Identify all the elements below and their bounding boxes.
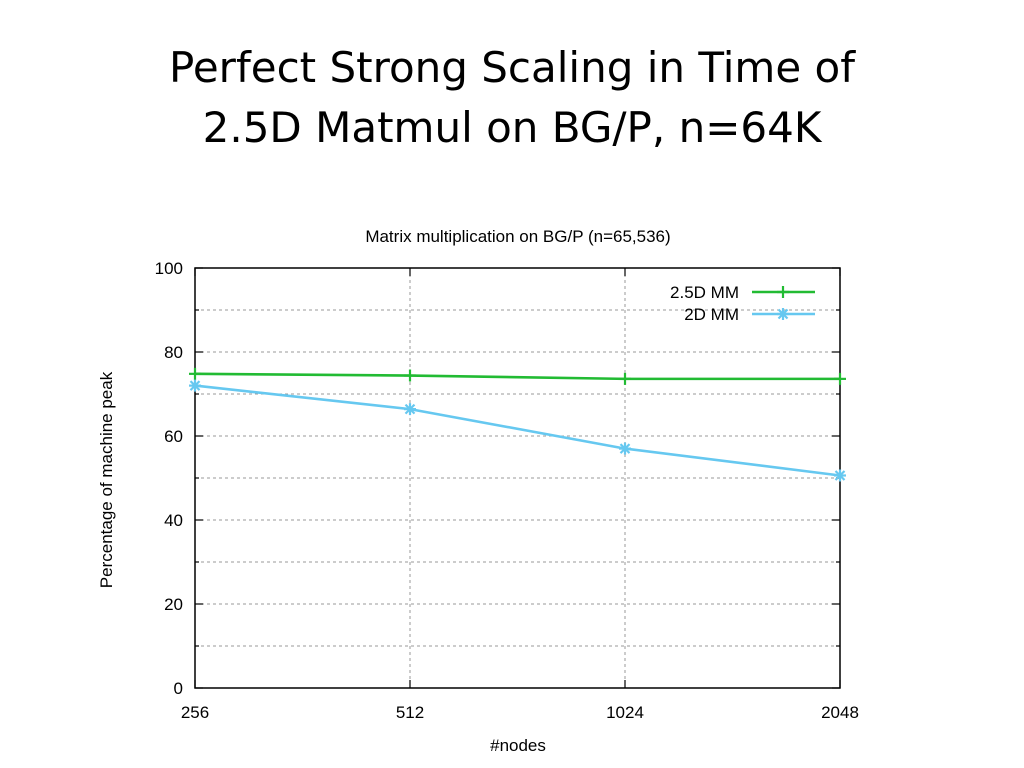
data-point [619,372,631,385]
legend-label: 2D MM [684,305,739,324]
data-point [404,403,416,416]
data-point [834,372,846,385]
data-point [189,379,201,392]
legend-marker [777,286,789,298]
x-tick-label: 2048 [821,703,859,722]
slide-title: Perfect Strong Scaling in Time of 2.5D M… [0,38,1024,158]
x-tick-label: 256 [181,703,209,722]
x-axis-label: #nodes [490,736,546,755]
y-axis-label: Percentage of machine peak [97,371,116,588]
slide-title-line-2: 2.5D Matmul on BG/P, n=64K [202,103,822,152]
y-tick-label: 80 [164,343,183,362]
data-series [189,367,846,482]
legend: 2.5D MM 2D MM [670,283,815,324]
x-tick-label: 512 [396,703,424,722]
y-tick-label: 100 [155,259,183,278]
axis-ticks: 0 20 40 60 80 100 256 512 1024 2048 [155,259,859,722]
legend-marker [777,308,789,320]
series-line-2 [194,384,841,477]
data-point [189,367,201,380]
data-point [404,369,416,382]
legend-label: 2.5D MM [670,283,739,302]
x-tick-label: 1024 [606,703,644,722]
series-line-1 [194,372,840,381]
y-tick-label: 60 [164,427,183,446]
slide-title-line-1: Perfect Strong Scaling in Time of [169,43,855,92]
data-point [834,469,846,482]
y-tick-label: 20 [164,595,183,614]
chart-title: Matrix multiplication on BG/P (n=65,536) [365,227,670,246]
y-tick-label: 40 [164,511,183,530]
y-tick-label: 0 [174,679,183,698]
grid-lines [195,268,840,688]
data-point [619,442,631,455]
